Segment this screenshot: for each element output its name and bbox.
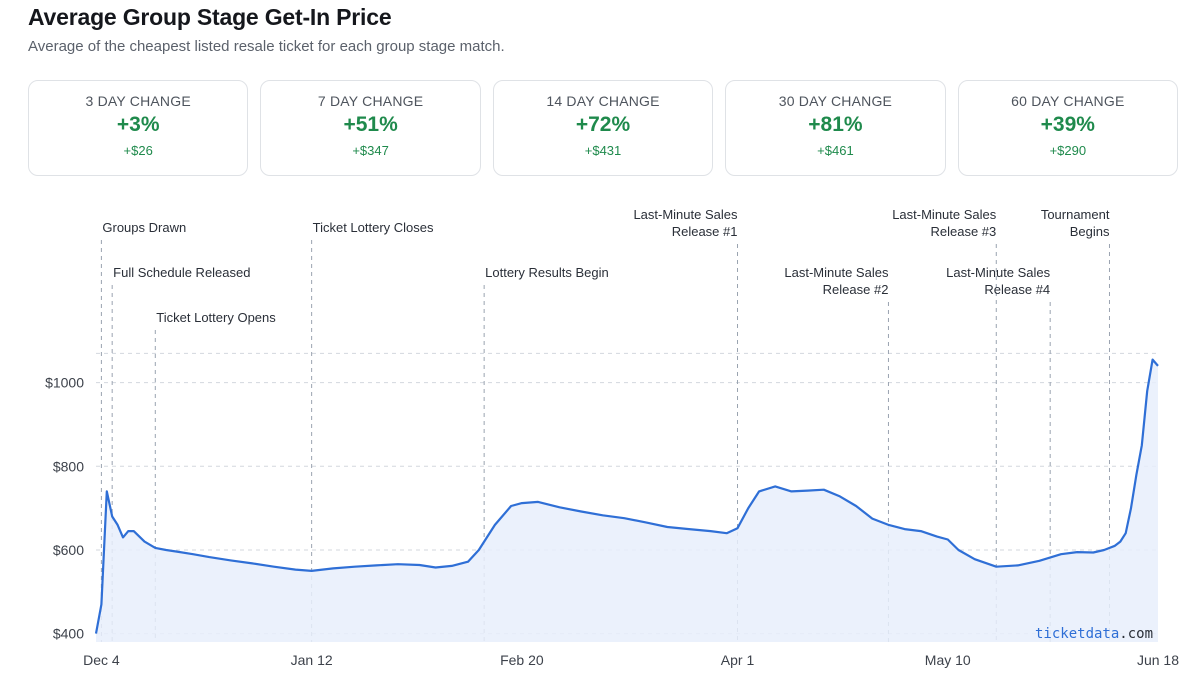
x-tick-label: Jun 18 bbox=[1137, 652, 1179, 668]
card-label: 7 DAY CHANGE bbox=[317, 93, 424, 109]
y-tick-label: $800 bbox=[53, 458, 84, 474]
change-card-14day: 14 DAY CHANGE +72% +$431 bbox=[492, 80, 714, 176]
event-label: Last-Minute Sales bbox=[946, 265, 1051, 280]
card-percent: +51% bbox=[343, 113, 398, 136]
x-tick-label: Dec 4 bbox=[83, 652, 120, 668]
price-series-line bbox=[94, 358, 1159, 634]
y-tick-label: $400 bbox=[53, 626, 84, 642]
card-amount: +$431 bbox=[584, 143, 622, 158]
card-label: 3 DAY CHANGE bbox=[85, 93, 191, 109]
y-tick-label: $1000 bbox=[45, 375, 84, 391]
event-label: Ticket Lottery Opens bbox=[156, 310, 276, 325]
card-amount: +$26 bbox=[123, 143, 153, 158]
event-label: Begins bbox=[1070, 224, 1110, 239]
event-label: Tournament bbox=[1041, 207, 1110, 222]
event-label: Release #1 bbox=[672, 224, 738, 239]
watermark-logo: ticketdata.com bbox=[1035, 626, 1153, 642]
card-label: 14 DAY CHANGE bbox=[546, 93, 660, 109]
y-tick-label: $600 bbox=[53, 542, 84, 558]
price-area-fill bbox=[96, 359, 1158, 642]
y-axis-ticks: $400 $600 $800 $1000 bbox=[45, 375, 84, 642]
watermark-part-1: ticket bbox=[1035, 626, 1086, 642]
chart-title: Average Group Stage Get-In Price bbox=[28, 4, 392, 30]
card-amount: +$347 bbox=[352, 143, 389, 158]
card-percent: +81% bbox=[808, 113, 863, 136]
x-tick-label: Apr 1 bbox=[721, 652, 755, 668]
card-amount: +$290 bbox=[1049, 143, 1087, 158]
card-percent: +3% bbox=[116, 113, 160, 136]
card-label: 30 DAY CHANGE bbox=[778, 93, 893, 109]
event-label: Last-Minute Sales bbox=[633, 207, 738, 222]
change-card-30day: 30 DAY CHANGE +81% +$461 bbox=[725, 80, 946, 176]
event-label: Release #3 bbox=[930, 224, 996, 239]
event-label: Last-Minute Sales bbox=[892, 207, 997, 222]
chart-subtitle: Average of the cheapest listed resale ti… bbox=[28, 38, 505, 55]
x-tick-label: Feb 20 bbox=[500, 652, 544, 668]
price-chart: $400 $600 $800 $1000 Dec 4 Jan 12 Feb 20 Apr 1… bbox=[45, 207, 1179, 668]
card-percent: +72% bbox=[575, 113, 631, 136]
event-label: Ticket Lottery Closes bbox=[313, 220, 434, 235]
change-card-3day: 3 DAY CHANGE +3% +$26 bbox=[28, 80, 249, 176]
change-cards: 3 DAY CHANGE +3% +$26 7 DAY CHANGE +51% … bbox=[28, 80, 1179, 176]
event-label: Full Schedule Released bbox=[113, 265, 250, 280]
event-label: Release #4 bbox=[984, 282, 1050, 297]
event-annotations: Groups Drawn Full Schedule Released Ticket… bbox=[102, 207, 1110, 325]
change-card-7day: 7 DAY CHANGE +51% +$347 bbox=[260, 80, 481, 176]
x-axis-ticks: Dec 4 Jan 12 Feb 20 Apr 1 May 10 Jun 18 bbox=[83, 652, 1179, 668]
watermark-part-3: .com bbox=[1119, 626, 1153, 642]
x-tick-label: May 10 bbox=[925, 652, 971, 668]
event-label: Last-Minute Sales bbox=[784, 265, 889, 280]
watermark-part-2: data bbox=[1086, 626, 1120, 642]
card-amount: +$461 bbox=[817, 143, 854, 158]
event-label: Groups Drawn bbox=[102, 220, 186, 235]
event-label: Release #2 bbox=[823, 282, 889, 297]
card-percent: +39% bbox=[1040, 113, 1095, 136]
change-card-60day: 60 DAY CHANGE +39% +$290 bbox=[957, 80, 1179, 176]
x-tick-label: Jan 12 bbox=[291, 652, 333, 668]
event-label: Lottery Results Begin bbox=[485, 265, 609, 280]
card-label: 60 DAY CHANGE bbox=[1011, 93, 1125, 109]
